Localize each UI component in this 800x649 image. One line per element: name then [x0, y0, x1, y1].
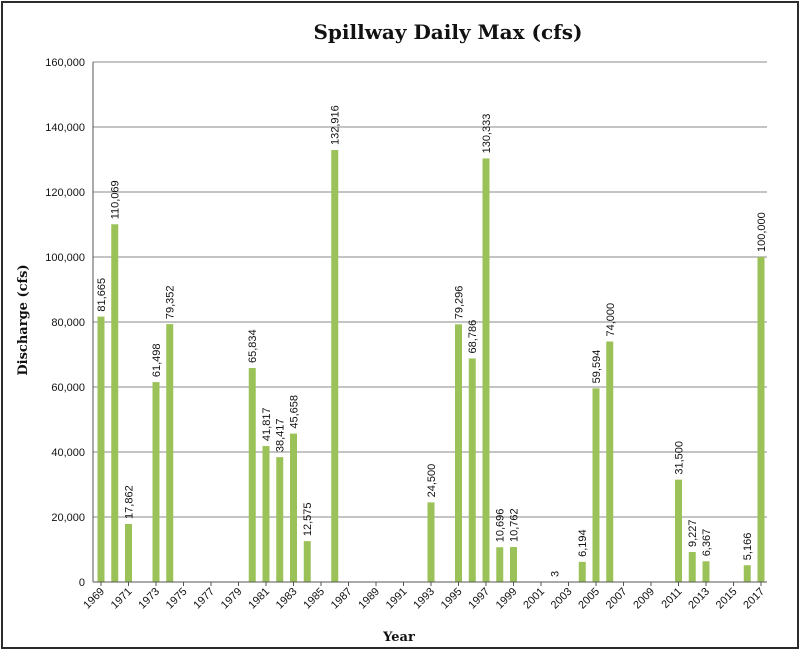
y-tick-label: 20,000 — [51, 512, 85, 524]
data-label: 65,834 — [247, 329, 259, 363]
x-tick-label: 1969 — [81, 586, 107, 612]
data-label: 24,500 — [426, 464, 438, 498]
x-tick-label: 1975 — [164, 586, 190, 612]
bar — [262, 446, 270, 582]
data-label: 79,352 — [165, 285, 177, 319]
bar — [468, 358, 476, 582]
bar — [606, 341, 614, 582]
data-label: 31,500 — [674, 441, 686, 475]
x-axis-title: Year — [382, 630, 415, 645]
x-tick-label: 2001 — [521, 586, 547, 612]
x-tick-label: 2007 — [604, 586, 630, 612]
bar — [290, 433, 297, 582]
data-label: 6,194 — [577, 529, 589, 557]
data-label: 10,762 — [509, 508, 521, 542]
y-tick-label: 120,000 — [45, 187, 85, 199]
bar — [125, 523, 132, 582]
bar — [743, 565, 751, 582]
data-label: 110,069 — [110, 180, 122, 219]
bar — [757, 257, 765, 582]
x-tick-label: 2017 — [741, 586, 767, 612]
data-label: 100,000 — [756, 212, 768, 252]
bar — [578, 561, 586, 582]
y-axis-title: Discharge (cfs) — [16, 264, 31, 375]
data-label: 81,665 — [96, 278, 108, 312]
bar — [702, 561, 710, 582]
data-label: 79,296 — [454, 286, 466, 320]
bar — [331, 150, 339, 582]
bar — [248, 368, 256, 582]
x-tick-label: 1973 — [136, 586, 162, 612]
bar — [166, 324, 174, 582]
x-tick-label: 1999 — [494, 586, 520, 612]
x-tick-label: 2009 — [631, 586, 657, 612]
y-tick-label: 140,000 — [45, 122, 85, 134]
bar — [276, 457, 284, 582]
data-label: 10,696 — [495, 509, 507, 543]
bar — [510, 547, 517, 582]
data-labels: 81,665 110,069 17,862 61,498 79,352 65,834 41,… — [96, 105, 768, 577]
data-label: 12,575 — [302, 502, 314, 536]
data-label: 17,862 — [124, 485, 136, 519]
bar — [111, 224, 119, 582]
data-label: 130,333 — [481, 114, 493, 154]
y-tick-label: 0 — [79, 577, 85, 589]
x-tick-label: 1991 — [384, 586, 410, 612]
x-tick-labels: 1969 1971 1973 1975 1977 1979 1981 1983 1985 1987… — [81, 582, 767, 611]
bar — [97, 316, 105, 582]
data-label: 74,000 — [605, 303, 617, 337]
chart-title: Spillway Daily Max (cfs) — [313, 20, 582, 44]
x-tick-label: 1995 — [439, 586, 465, 612]
data-label: 3 — [550, 571, 562, 577]
y-tick-label: 60,000 — [51, 382, 85, 394]
x-tick-label: 1971 — [109, 586, 135, 612]
data-label: 59,594 — [591, 350, 603, 384]
bar — [592, 388, 600, 582]
x-tick-label: 1981 — [246, 586, 272, 612]
x-tick-label: 2015 — [714, 586, 740, 612]
x-tick-label: 2013 — [686, 586, 712, 612]
y-tick-label: 40,000 — [51, 447, 85, 459]
bar — [496, 547, 504, 582]
bar — [455, 324, 462, 582]
x-tick-label: 1977 — [191, 586, 217, 612]
bar — [675, 479, 682, 582]
data-label: 61,498 — [151, 343, 163, 377]
x-tick-label: 1993 — [411, 586, 437, 612]
data-label: 38,417 — [275, 418, 287, 452]
x-tick-label: 1989 — [356, 586, 382, 612]
bar — [688, 552, 696, 582]
x-tick-label: 2005 — [576, 586, 602, 612]
data-label: 132,916 — [330, 105, 342, 145]
bar — [152, 382, 160, 582]
y-tick-label: 100,000 — [45, 252, 85, 264]
bar — [427, 502, 435, 582]
x-tick-label: 1979 — [219, 586, 245, 612]
data-label: 68,786 — [467, 320, 479, 354]
x-tick-label: 2011 — [659, 586, 684, 611]
x-tick-label: 1987 — [329, 586, 355, 612]
data-label: 41,817 — [261, 407, 273, 441]
x-tick-label: 1997 — [466, 586, 492, 612]
data-label: 9,227 — [687, 519, 699, 547]
y-tick-label: 160,000 — [45, 57, 85, 69]
bars — [97, 150, 765, 582]
data-label: 6,367 — [701, 529, 713, 557]
data-label: 45,658 — [289, 395, 301, 429]
bar — [303, 541, 311, 582]
y-tick-label: 80,000 — [51, 317, 85, 329]
y-tick-labels: 0 20,000 40,000 60,000 80,000 100,000 120,000 1… — [45, 57, 85, 589]
x-tick-label: 1985 — [301, 586, 327, 612]
x-tick-label: 1983 — [274, 586, 300, 612]
x-tick-label: 2003 — [549, 586, 575, 612]
data-label: 5,166 — [742, 533, 754, 561]
bar — [482, 158, 490, 582]
gridlines — [93, 61, 767, 518]
